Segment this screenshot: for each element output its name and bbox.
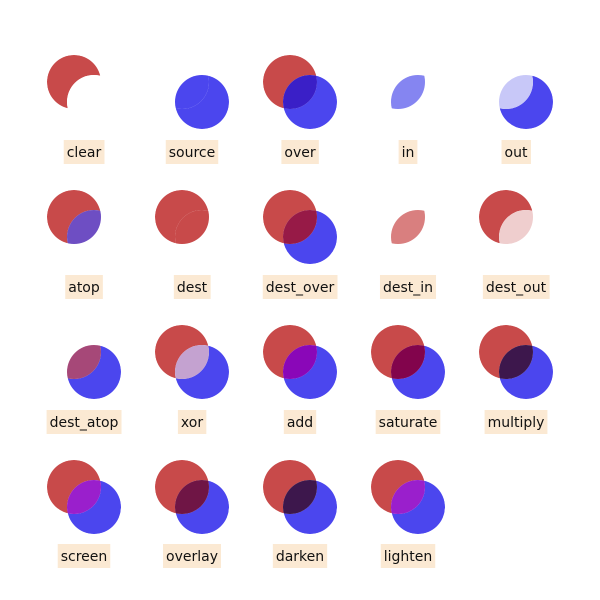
operator-label: out bbox=[505, 145, 528, 161]
label-background bbox=[65, 275, 103, 299]
overlap-region bbox=[175, 210, 209, 244]
operator-label: dest bbox=[177, 280, 208, 296]
operator-cell-saturate: saturate bbox=[371, 325, 445, 434]
operator-label: darken bbox=[276, 549, 324, 565]
label-background bbox=[380, 544, 436, 568]
label-background bbox=[57, 544, 111, 568]
operator-label: multiply bbox=[488, 415, 545, 431]
operator-cell-screen: screen bbox=[47, 460, 121, 568]
overlap-region bbox=[67, 75, 101, 109]
operator-cell-clear: clear bbox=[47, 55, 105, 164]
operator-label: over bbox=[284, 145, 315, 161]
operator-label: lighten bbox=[384, 549, 433, 565]
label-background bbox=[484, 410, 548, 434]
operator-label: in bbox=[402, 145, 415, 161]
label-background bbox=[163, 544, 221, 568]
operator-cell-dest-out: dest_out bbox=[479, 190, 550, 299]
operator-label: source bbox=[169, 145, 216, 161]
operator-label: xor bbox=[181, 415, 203, 431]
label-background bbox=[379, 275, 437, 299]
label-background bbox=[482, 275, 550, 299]
label-background bbox=[281, 140, 319, 164]
operator-cell-dest-atop: dest_atop bbox=[46, 345, 122, 434]
operator-label: overlay bbox=[166, 549, 218, 565]
operator-label: atop bbox=[68, 280, 100, 296]
operator-cell-overlay: overlay bbox=[155, 460, 229, 568]
operator-cell-multiply: multiply bbox=[479, 325, 553, 434]
label-background bbox=[63, 140, 105, 164]
label-background bbox=[165, 140, 219, 164]
operator-cell-darken: darken bbox=[263, 460, 337, 568]
operator-cell-source: source bbox=[165, 75, 229, 164]
operator-label: screen bbox=[61, 549, 108, 565]
operator-cell-dest-in: dest_in bbox=[379, 210, 437, 299]
label-background bbox=[283, 410, 317, 434]
operator-label: add bbox=[287, 415, 313, 431]
operator-cell-out: out bbox=[499, 75, 553, 164]
operator-cell-over: over bbox=[263, 55, 337, 164]
label-background bbox=[272, 544, 328, 568]
label-background bbox=[262, 275, 338, 299]
overlap-region bbox=[499, 210, 533, 244]
operator-cell-atop: atop bbox=[47, 190, 103, 299]
operator-label: dest_in bbox=[383, 280, 433, 296]
operator-cell-add: add bbox=[263, 325, 337, 434]
operator-label: saturate bbox=[379, 415, 438, 431]
label-background bbox=[375, 410, 441, 434]
label-background bbox=[501, 140, 531, 164]
label-background bbox=[177, 410, 207, 434]
operator-label: dest_out bbox=[486, 280, 547, 296]
overlap-region bbox=[391, 210, 425, 244]
operator-cell-lighten: lighten bbox=[371, 460, 445, 568]
operator-cell-in: in bbox=[391, 75, 425, 164]
operator-label: dest_over bbox=[266, 280, 335, 296]
operator-cell-dest-over: dest_over bbox=[262, 190, 338, 299]
operator-cell-xor: xor bbox=[155, 325, 229, 434]
label-background bbox=[173, 275, 211, 299]
operator-label: clear bbox=[67, 145, 102, 161]
label-background bbox=[46, 410, 122, 434]
operator-label: dest_atop bbox=[50, 415, 119, 431]
overlap-region bbox=[67, 210, 101, 244]
overlap-region bbox=[391, 75, 425, 109]
label-background bbox=[398, 140, 418, 164]
operator-cell-dest: dest bbox=[155, 190, 211, 299]
